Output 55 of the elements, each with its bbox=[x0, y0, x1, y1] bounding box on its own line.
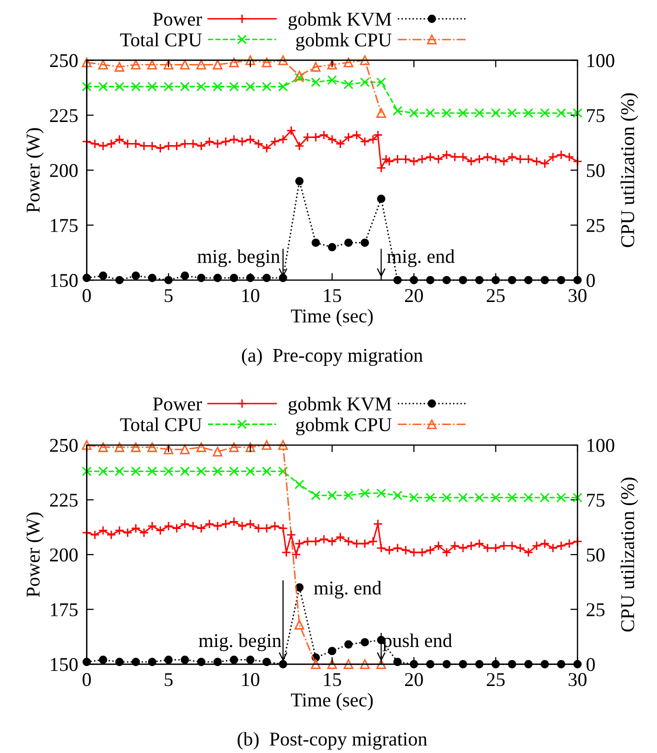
y-tick-label: 200 bbox=[50, 548, 78, 562]
x-tick-label: 15 bbox=[324, 289, 342, 302]
y-axis-title: Power (W) bbox=[26, 128, 44, 213]
text: (b) Post-copy migration bbox=[238, 732, 428, 750]
y2-tick-label: 100 bbox=[588, 438, 614, 452]
y2-tick-label: 0 bbox=[586, 658, 595, 672]
legend-label: Power bbox=[153, 12, 202, 26]
ref-line-label: push end bbox=[382, 633, 452, 652]
y-tick-label: 250 bbox=[50, 54, 78, 68]
x-tick-label: 5 bbox=[164, 289, 173, 302]
y2-tick-label: 75 bbox=[587, 109, 605, 122]
x-axis-title: Time (sec) bbox=[290, 308, 373, 326]
ref-line-label: mig. end bbox=[314, 580, 382, 599]
ref-line-label: mig. end bbox=[387, 249, 455, 268]
y-tick-label: 150 bbox=[50, 658, 78, 672]
x-tick-label: 10 bbox=[242, 673, 260, 686]
y2-axis-title: CPU utilization (%) bbox=[620, 478, 638, 632]
legend-label: gobmk CPU bbox=[296, 32, 392, 51]
x-tick-label: 0 bbox=[82, 289, 91, 302]
y2-tick-label: 50 bbox=[586, 548, 605, 562]
legend-label: Total CPU bbox=[120, 32, 202, 46]
x-tick-label: 20 bbox=[405, 673, 423, 686]
x-tick-label: 25 bbox=[486, 289, 505, 302]
annotation: mig. begin bbox=[198, 633, 282, 652]
y-tick-label: 250 bbox=[50, 438, 78, 452]
y2-axis-title: CPU utilization (%) bbox=[620, 93, 638, 248]
y-tick-label: 175 bbox=[50, 219, 78, 232]
y-axis-title: Power (W) bbox=[26, 512, 44, 597]
legend-label: gobmk KVM bbox=[288, 12, 392, 30]
x-tick-label: 15 bbox=[324, 673, 342, 686]
y2-tick-label: 75 bbox=[587, 494, 605, 507]
x-tick-label: 10 bbox=[242, 289, 260, 302]
x-tick-label: 25 bbox=[486, 673, 505, 686]
y-tick-label: 200 bbox=[50, 164, 78, 178]
y-tick-label: 225 bbox=[50, 494, 78, 507]
y2-tick-label: 25 bbox=[586, 603, 605, 616]
y2-tick-label: 50 bbox=[586, 164, 605, 178]
y-tick-label: 150 bbox=[50, 274, 78, 288]
legend-label: gobmk KVM bbox=[288, 396, 392, 415]
y2-tick-label: 100 bbox=[588, 54, 614, 68]
x-tick-label: 30 bbox=[568, 289, 586, 302]
y-tick-label: 225 bbox=[50, 109, 78, 122]
text: (a) Pre-copy migration bbox=[242, 348, 423, 366]
y-tick-label: 175 bbox=[50, 603, 78, 616]
x-tick-label: 30 bbox=[568, 673, 586, 686]
x-tick-label: 5 bbox=[164, 673, 173, 686]
y2-tick-label: 0 bbox=[586, 274, 595, 288]
x-axis-title: Time (sec) bbox=[290, 692, 373, 711]
legend-label: Power bbox=[153, 398, 202, 411]
y2-tick-label: 25 bbox=[586, 219, 605, 232]
legend-label: gobmk CPU bbox=[296, 418, 392, 436]
x-tick-label: 0 bbox=[82, 673, 91, 686]
ref-line-label: mig. begin bbox=[197, 249, 280, 268]
legend-label: Total CPU bbox=[120, 418, 202, 432]
x-tick-label: 20 bbox=[405, 289, 423, 302]
